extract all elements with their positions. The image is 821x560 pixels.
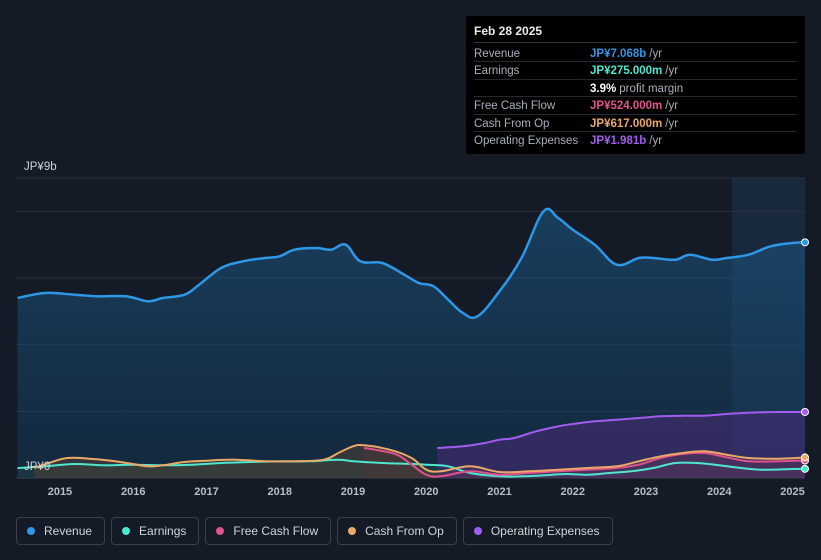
tooltip-row: Earnings JP¥275.000m/yr [474,62,797,80]
legend-dot-icon [27,527,35,535]
tooltip-unit: profit margin [619,82,684,95]
tooltip-value: 3.9% [590,82,617,95]
x-tick-label: 2018 [267,486,291,498]
legend-item-free-cash-flow[interactable]: Free Cash Flow [205,517,332,545]
x-tick-label: 2021 [487,486,511,498]
legend-label: Revenue [44,524,93,538]
tooltip-label: Earnings [474,65,520,78]
line-revenue [17,207,806,320]
end-point-cash-from-op [801,453,809,462]
end-point-earnings [801,464,809,473]
legend-item-operating-expenses[interactable]: Operating Expenses [462,517,613,545]
legend-label: Earnings [139,524,187,538]
legend-label: Cash From Op [365,524,444,538]
area-operating-expenses [437,411,805,478]
legend-label: Free Cash Flow [233,524,319,538]
end-point-operating-expenses [801,407,809,416]
x-tick-label: 2019 [341,486,365,498]
y-axis-top-label: JP¥9b [24,161,57,173]
tooltip-unit: /yr [649,134,663,147]
line-cash-from-op [33,444,806,474]
line-earnings [17,458,806,478]
tooltip-unit: /yr [665,65,679,78]
chart-tooltip: Feb 28 2025 Revenue JP¥7.068b/yr Earnings J… [466,16,805,154]
area-revenue [17,208,805,479]
legend-label: Operating Expenses [490,524,600,538]
tooltip-value: JP¥617.000m [590,117,663,130]
tooltip-value: JP¥524.000m [590,100,663,113]
financial-chart: JP¥9b JP¥0 2015 2016 2017 2018 2019 2020 2021 202… [16,161,809,498]
x-tick-label: 2016 [121,486,145,498]
end-point-revenue [801,238,809,247]
x-tick-label: 2025 [780,486,804,498]
line-free-cash-flow [363,447,806,478]
tooltip-unit: /yr [665,100,679,113]
tooltip-label: Free Cash Flow [474,100,556,113]
x-tick-label: 2024 [707,486,732,498]
legend-item-cash-from-op[interactable]: Cash From Op [337,517,457,545]
tooltip-row: 3.9% profit margin [474,80,797,98]
tooltip-label: Cash From Op [474,117,550,130]
x-tick-label: 2022 [561,486,585,498]
chart-legend: Revenue Earnings Free Cash Flow Cash From O… [16,517,613,545]
tooltip-label: Revenue [474,48,521,60]
tooltip-row: Free Cash Flow JP¥524.000m/yr [474,97,797,115]
tooltip-label [474,81,590,96]
x-tick-label: 2017 [194,486,218,498]
legend-dot-icon [473,527,482,535]
line-operating-expenses [437,410,806,449]
x-tick-label: 2015 [48,486,72,498]
tooltip-unit: /yr [665,117,679,130]
x-tick-label: 2020 [414,486,438,498]
legend-dot-icon [122,527,131,535]
tooltip-date: Feb 28 2025 [474,24,797,43]
x-tick-label: 2023 [634,486,658,498]
tooltip-value: JP¥275.000m [590,65,663,78]
y-axis-bottom-label: JP¥0 [24,461,50,473]
legend-dot-icon [348,527,357,535]
tooltip-row: Operating Expenses JP¥1.981b/yr [474,132,797,149]
tooltip-label: Operating Expenses [474,134,579,147]
tooltip-value: JP¥1.981b [590,134,647,147]
tooltip-row: Cash From Op JP¥617.000m/yr [474,115,797,132]
legend-dot-icon [216,527,225,535]
legend-item-earnings[interactable]: Earnings [111,517,200,545]
legend-item-revenue[interactable]: Revenue [16,517,106,545]
tooltip-row: Revenue JP¥7.068b/yr [474,45,797,63]
tooltip-value: JP¥7.068b [590,48,647,60]
tooltip-unit: /yr [649,48,663,60]
